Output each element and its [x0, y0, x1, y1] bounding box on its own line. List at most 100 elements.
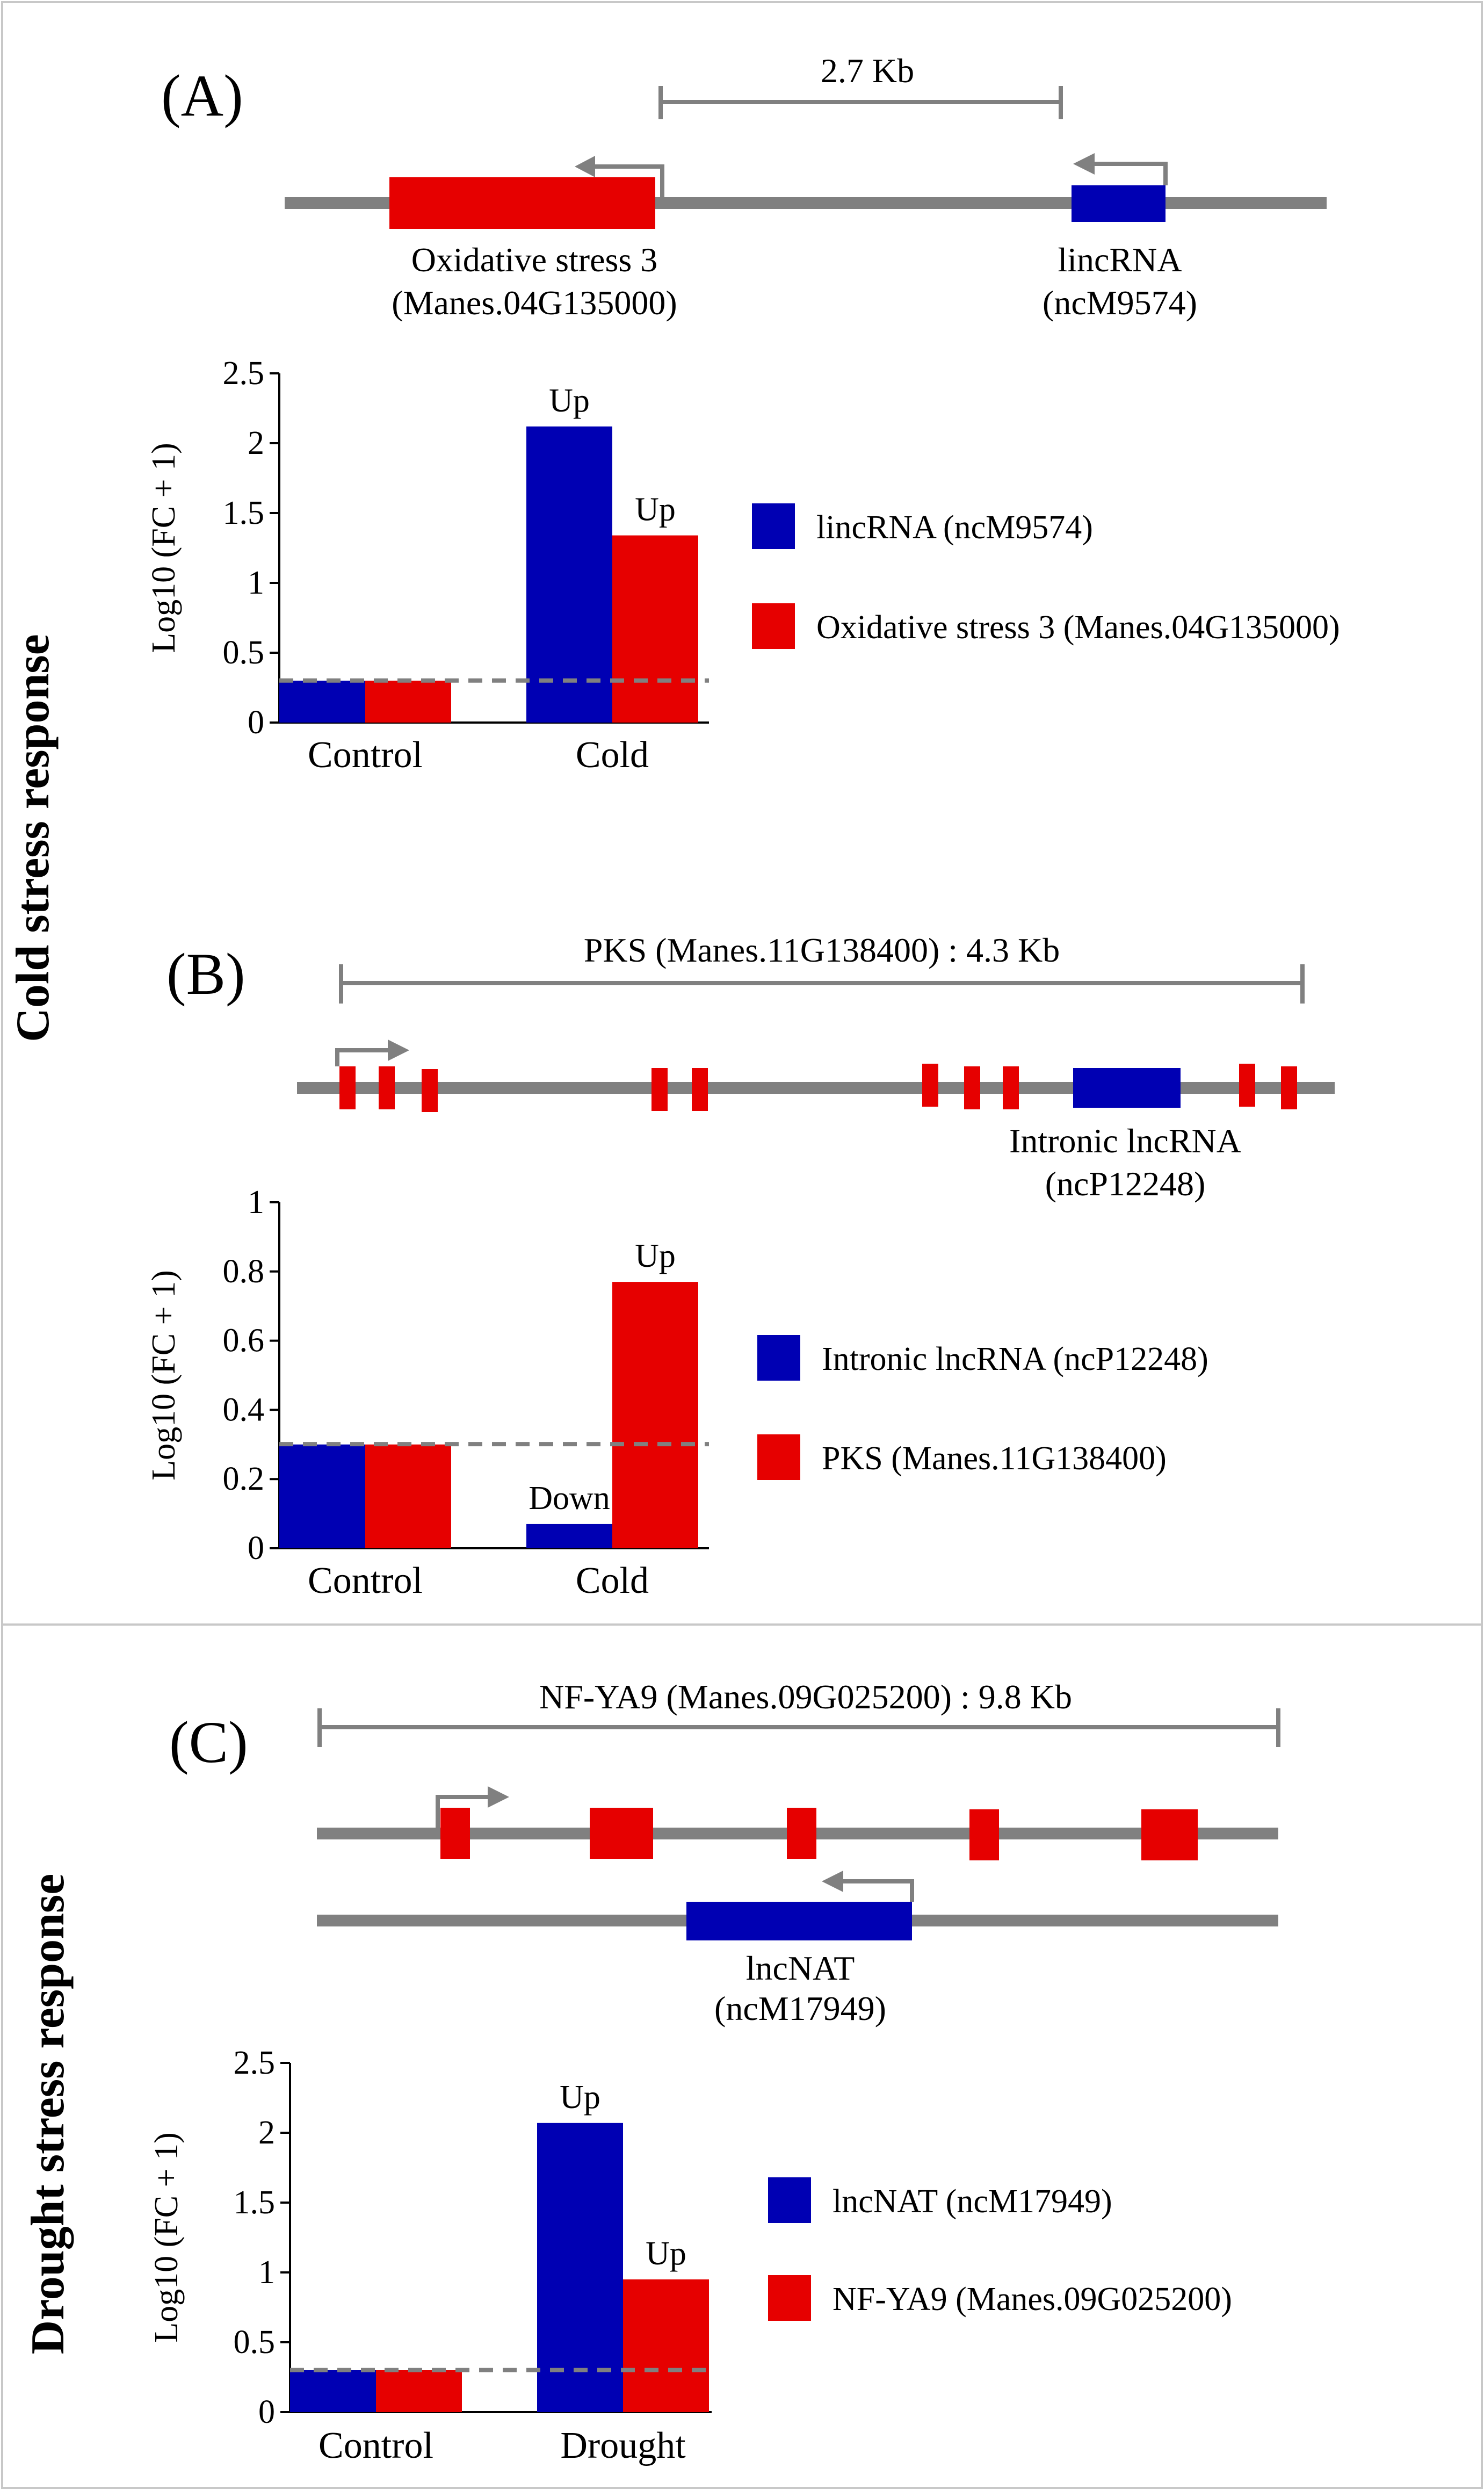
panel-a-lnc-label-line2: (ncM9574) — [1043, 284, 1197, 322]
exon — [969, 1809, 999, 1860]
x-tick-label: Cold — [576, 734, 649, 776]
bar — [612, 1282, 698, 1548]
chart-drought-lncnat: 0 0.5 1 1.5 2 2.5 Log10 (FC + 1) Control Up Up Dro… — [148, 2045, 1232, 2466]
bar-data-label: Up — [635, 1238, 676, 1274]
panel-c-gene-tss-arrow — [436, 1786, 509, 1834]
bar-data-label: Up — [560, 2079, 600, 2116]
legend-swatch — [768, 2177, 811, 2223]
exon — [1141, 1809, 1198, 1860]
y-tick-label: 2.5 — [223, 355, 265, 392]
exon — [422, 1069, 438, 1112]
panel-a-gene-label-line1: Oxidative stress 3 — [411, 241, 658, 279]
y-tick-label: 2 — [248, 425, 264, 461]
y-tick-label: 1 — [258, 2254, 275, 2291]
panel-b-lnc-label-line1: Intronic lncRNA — [1009, 1122, 1241, 1160]
x-tick-label: Control — [308, 734, 423, 776]
bar — [526, 1524, 612, 1548]
legend-label: NF-YA9 (Manes.09G025200) — [833, 2281, 1232, 2318]
y-tick-label: 1.5 — [234, 2184, 276, 2221]
x-tick-label: Control — [308, 1560, 423, 1601]
legend-label: Intronic lncRNA (ncP12248) — [822, 1341, 1208, 1377]
exon — [787, 1808, 816, 1859]
bar — [279, 681, 365, 723]
y-tick-label: 2.5 — [234, 2045, 276, 2081]
bar — [290, 2370, 376, 2412]
y-tick-label: 0.8 — [223, 1253, 265, 1290]
panel-a-scale-bar — [658, 86, 1063, 119]
panel-b-exons — [339, 1064, 1297, 1112]
panel-a-gene-block — [389, 177, 655, 229]
panel-a-gene-tss-arrow — [575, 156, 664, 203]
panel-a-letter: (A) — [161, 63, 243, 128]
bar — [365, 1444, 451, 1548]
bar — [279, 1444, 365, 1548]
panel-c-lnc-block — [686, 1902, 912, 1940]
panel-c-letter: (C) — [169, 1709, 248, 1775]
x-tick-label: Control — [318, 2425, 433, 2466]
cold-side-title: Cold stress response — [7, 634, 59, 1042]
bar — [623, 2279, 709, 2412]
panel-c-lnc-label-line2: (ncM17949) — [714, 1989, 886, 2027]
y-axis-label: Log10 (FC + 1) — [148, 2132, 185, 2342]
y-tick-label: 0 — [258, 2394, 275, 2430]
y-tick-label: 0.5 — [223, 634, 265, 671]
panel-b-diagram: (B) PKS (Manes.11G138400) : 4.3 Kb Intro… — [167, 931, 1335, 1203]
exon — [590, 1808, 653, 1859]
panel-a-gene-label-line2: (Manes.04G135000) — [392, 284, 677, 322]
panel-c-lnc-tss-arrow — [822, 1871, 914, 1902]
y-tick-label: 0.6 — [223, 1323, 265, 1359]
panel-b-lnc-label-line2: (ncP12248) — [1045, 1165, 1206, 1203]
drought-panel-border — [1, 1623, 1483, 2489]
y-tick-label: 0.2 — [223, 1461, 265, 1497]
legend-swatch — [757, 1335, 800, 1381]
y-axis-label: Log10 (FC + 1) — [146, 1270, 182, 1480]
bar — [365, 681, 451, 723]
legend-swatch — [768, 2275, 811, 2321]
panel-a-lnc-block — [1072, 185, 1166, 222]
panel-b-tss-arrow — [335, 1040, 409, 1066]
panel-c-diagram: (C) NF-YA9 (Manes.09G025200) : 9.8 Kb ln… — [169, 1678, 1280, 2027]
panel-b-letter: (B) — [167, 941, 245, 1007]
exon — [964, 1066, 980, 1109]
exon — [1281, 1066, 1297, 1109]
bar — [537, 2123, 623, 2412]
y-axis-label: Log10 (FC + 1) — [146, 443, 182, 653]
panel-b-scale-bar — [339, 964, 1305, 1004]
exon — [339, 1066, 356, 1109]
panel-a-lnc-label-line1: lincRNA — [1058, 241, 1182, 279]
y-tick-label: 1 — [248, 1184, 264, 1221]
bar — [526, 426, 612, 723]
y-tick-label: 0 — [248, 1530, 264, 1567]
legend-label: lincRNA (ncM9574) — [816, 509, 1093, 546]
exon — [379, 1066, 395, 1109]
legend-swatch — [752, 603, 795, 649]
panel-a-lnc-tss-arrow — [1073, 153, 1168, 185]
bar-data-label: Up — [646, 2235, 686, 2272]
panel-b-lnc-block — [1073, 1068, 1181, 1108]
bar-data-label: Up — [635, 492, 676, 528]
bar — [376, 2370, 462, 2412]
legend-swatch — [757, 1434, 800, 1480]
exon — [692, 1068, 708, 1111]
panel-a-diagram: (A) 2.7 Kb Oxidative stress 3 (Manes.04G… — [161, 52, 1327, 322]
legend-label: PKS (Manes.11G138400) — [822, 1440, 1167, 1477]
bar-data-label: Down — [529, 1480, 610, 1517]
legend-label: lncNAT (ncM17949) — [833, 2183, 1112, 2220]
legend-swatch — [752, 503, 795, 549]
chart-cold-lincrna: 0 0.5 1 1.5 2 2.5 Log10 (FC + 1) Control Up Up Col… — [146, 355, 1340, 776]
drought-side-title: Drought stress response — [22, 1874, 74, 2355]
legend-label: Oxidative stress 3 (Manes.04G135000) — [816, 609, 1340, 646]
exon — [922, 1064, 938, 1107]
panel-a-scale-label: 2.7 Kb — [821, 52, 914, 90]
x-tick-label: Drought — [560, 2425, 686, 2466]
exon — [1239, 1064, 1255, 1107]
y-tick-label: 0 — [248, 704, 264, 741]
x-tick-label: Cold — [576, 1560, 649, 1601]
bar-data-label: Up — [549, 382, 590, 419]
panel-c-exons — [440, 1808, 1198, 1860]
exon — [1003, 1066, 1019, 1109]
exon — [651, 1068, 668, 1111]
y-tick-label: 0.5 — [234, 2324, 276, 2361]
y-tick-label: 1 — [248, 565, 264, 601]
